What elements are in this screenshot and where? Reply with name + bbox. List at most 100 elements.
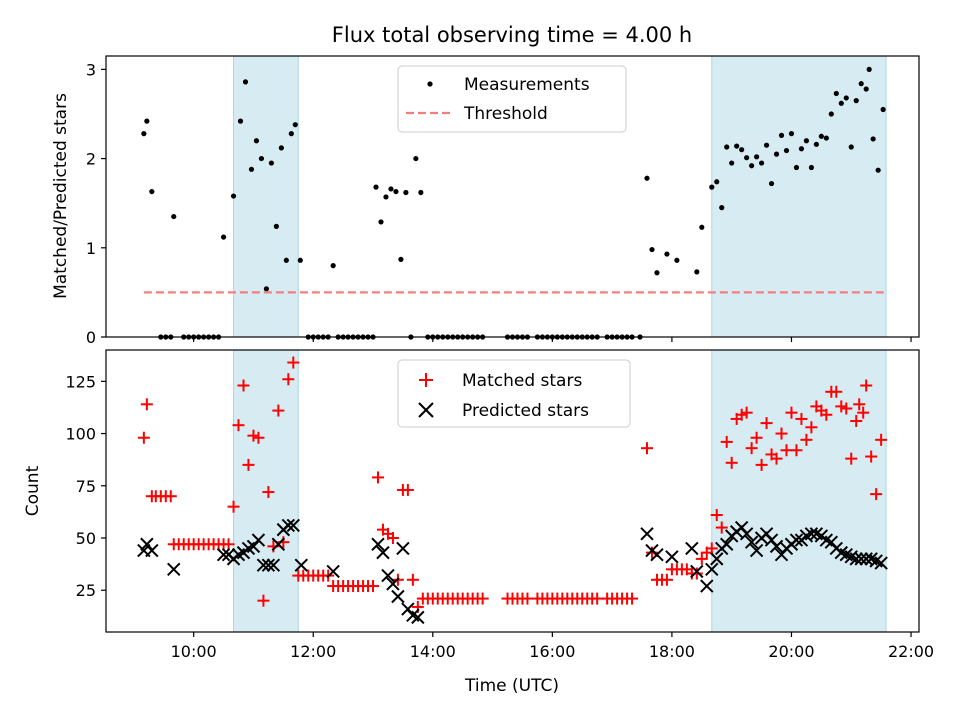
measurement-point	[719, 205, 725, 211]
x-tick-label: 16:00	[529, 642, 575, 661]
matched-stars-point	[287, 356, 300, 369]
predicted-stars-point	[391, 589, 405, 604]
measurement-point	[253, 138, 260, 144]
measurement-point	[724, 144, 730, 150]
measurement-point	[141, 131, 147, 137]
measurement-point	[278, 145, 284, 151]
measurement-point	[870, 136, 876, 142]
top-plot-frame	[105, 55, 920, 338]
measurement-point	[283, 257, 289, 263]
measurement-point	[171, 213, 177, 220]
matched-stars-point	[164, 490, 177, 503]
measurement-point	[813, 141, 819, 147]
chart-title: Flux total observing time = 4.00 h	[332, 23, 692, 47]
measurement-point	[858, 81, 864, 87]
y-tick-label: 125	[65, 372, 96, 391]
matched-stars-point	[237, 379, 250, 392]
measurement-point	[758, 160, 765, 166]
predicted-stars-point	[854, 552, 868, 566]
y-tick-label: 75	[76, 477, 96, 496]
legend-matched-marker	[419, 373, 433, 387]
matched-stars-point	[140, 398, 153, 411]
matched-stars-point	[705, 542, 718, 555]
matched-stars-point	[795, 412, 808, 425]
legend-matched-label: Matched stars	[462, 371, 582, 391]
predicted-stars-point	[640, 527, 654, 541]
measurement-point	[808, 164, 814, 171]
measurement-point	[398, 256, 404, 262]
shaded-interval-1	[711, 349, 887, 633]
x-tick-label: 10:00	[171, 642, 217, 661]
legend-measurements-marker	[427, 81, 433, 87]
matched-stars-point	[857, 406, 870, 419]
x-tick-label: 22:00	[888, 642, 934, 661]
matched-stars-point	[262, 486, 275, 499]
matched-stars-point	[476, 592, 489, 605]
matched-stars-point	[720, 435, 733, 448]
matched-stars-point	[257, 594, 270, 607]
predicted-stars-point	[690, 564, 704, 579]
measurement-point	[739, 147, 745, 153]
shaded-interval-0	[233, 55, 299, 338]
measurement-point	[330, 263, 336, 269]
matched-stars-point	[853, 398, 866, 411]
measurement-point	[373, 184, 379, 190]
predicted-stars-point	[251, 533, 266, 547]
bottom-shaded-intervals	[233, 349, 887, 633]
matched-stars-point	[830, 385, 843, 398]
bottom-axes: 25 50 75 100 125 10:00 12:00 14:00 16:00 18:00 20:…	[65, 372, 934, 661]
measurement-point	[644, 175, 650, 181]
predicted-stars-point	[381, 568, 395, 583]
matched-stars-point	[850, 415, 863, 428]
x-tick-label: 12:00	[290, 642, 336, 661]
measurement-point	[734, 143, 740, 149]
measurement-point	[875, 167, 881, 173]
measurement-point	[866, 66, 872, 72]
legend-predicted-marker	[418, 402, 434, 418]
predicted-stars-point	[271, 537, 286, 551]
y-tick-label: 25	[76, 581, 96, 600]
matched-stars-point	[690, 567, 703, 580]
measurement-point	[248, 166, 255, 172]
y-tick-label: 3	[86, 60, 96, 79]
matched-stars-point	[137, 431, 150, 444]
top-panel: 0 1 2 3 Matched/Predicted stars Measurement…	[51, 55, 920, 347]
legend-threshold-label: Threshold	[463, 104, 548, 124]
measurement-point	[393, 188, 399, 195]
matched-stars-point	[790, 444, 803, 457]
x-tick-label: 20:00	[768, 642, 814, 661]
measurement-point	[292, 122, 298, 128]
matched-stars-point	[695, 552, 708, 565]
matched-stars-point	[272, 404, 285, 417]
measurement-point	[828, 111, 834, 117]
shaded-interval-1	[711, 55, 887, 338]
measurement-point	[297, 257, 303, 263]
predicted-stars-point	[859, 552, 873, 566]
matched-stars-point	[805, 421, 818, 434]
measurement-point	[268, 160, 274, 166]
predicted-stars-point	[216, 548, 231, 562]
measurement-point	[768, 180, 775, 187]
measurement-point	[880, 106, 886, 113]
measurement-point	[788, 131, 795, 137]
matched-stars-point	[800, 433, 813, 446]
predicted-stars-point	[874, 556, 888, 570]
x-tick-label: 18:00	[649, 642, 695, 661]
measurement-point	[242, 79, 249, 85]
predicted-stars-point	[789, 533, 804, 547]
matched-stars-point	[725, 456, 738, 469]
predicted-stars-point	[286, 518, 301, 533]
measurement-point	[144, 118, 150, 124]
matched-stars-point	[840, 402, 853, 415]
matched-stars-point	[626, 592, 639, 605]
y-tick-label: 0	[86, 328, 96, 347]
measurement-point	[744, 155, 750, 161]
matched-stars-point	[641, 442, 654, 455]
matched-stars-point	[232, 419, 245, 432]
matched-stars-point	[750, 431, 763, 444]
matched-stars-point	[710, 509, 723, 522]
measurement-point	[258, 155, 265, 162]
measurement-point	[403, 189, 409, 196]
measurement-point	[664, 251, 670, 257]
predicted-stars-point	[266, 558, 281, 572]
